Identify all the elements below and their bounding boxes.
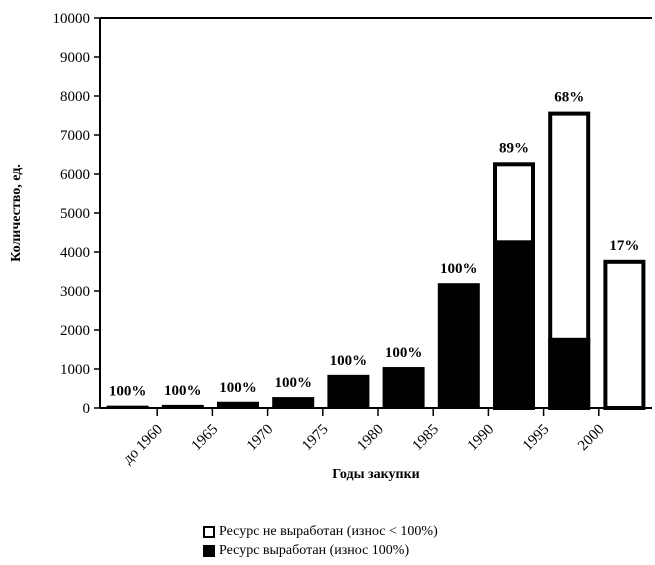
bar-segment-exhausted bbox=[272, 397, 315, 408]
bar-percent-label: 100% bbox=[385, 345, 423, 361]
y-tick-label: 0 bbox=[83, 401, 91, 417]
bar-segment-exhausted bbox=[382, 367, 425, 408]
y-tick-label: 5000 bbox=[60, 206, 90, 222]
bar-segment-exhausted bbox=[437, 283, 480, 408]
y-tick-label: 9000 bbox=[60, 50, 90, 66]
y-tick-label: 10000 bbox=[53, 11, 91, 27]
bar-segment-exhausted bbox=[161, 404, 204, 408]
y-tick-label: 3000 bbox=[60, 284, 90, 300]
bar-outline-unexhausted bbox=[603, 259, 646, 410]
x-axis-title: Годы закупки bbox=[332, 467, 419, 482]
x-tick-label: 1965 bbox=[189, 422, 222, 455]
bar-segment-exhausted bbox=[327, 374, 370, 408]
bar-percent-label: 100% bbox=[219, 380, 257, 396]
x-tick-label: 1970 bbox=[244, 422, 277, 455]
legend-swatch-filled-icon bbox=[203, 544, 215, 557]
x-tick-label: 1995 bbox=[520, 422, 553, 455]
bar-percent-label: 100% bbox=[274, 375, 312, 391]
y-tick-label: 8000 bbox=[60, 89, 90, 105]
y-axis-title: Количество, ед. bbox=[9, 164, 24, 262]
y-axis-ticks: 0 1000 2000 3000 4000 5000 6000 7000 8000 9000 100… bbox=[53, 11, 100, 417]
bar-percent-label: 89% bbox=[499, 140, 529, 156]
legend-item-exhausted: Ресурс выработан (износ 100%) bbox=[203, 541, 438, 560]
legend-label-exhausted: Ресурс выработан (износ 100%) bbox=[219, 542, 410, 558]
bars bbox=[106, 111, 646, 410]
bar-percent-label: 100% bbox=[109, 384, 147, 400]
x-tick-label: 1985 bbox=[410, 422, 443, 455]
y-tick-label: 6000 bbox=[60, 167, 90, 183]
bar-segment-exhausted bbox=[217, 401, 259, 408]
bar-segment-exhausted bbox=[106, 405, 149, 408]
y-tick-label: 4000 bbox=[60, 245, 90, 261]
legend-swatch-open-icon bbox=[203, 525, 215, 538]
x-tick-label: 1990 bbox=[465, 422, 498, 455]
bar-segment-exhausted bbox=[493, 240, 535, 408]
bar-percent-label: 100% bbox=[330, 353, 368, 369]
legend-item-unexhausted: Ресурс не выработан (износ < 100%) bbox=[203, 522, 438, 541]
bar-percent-label: 100% bbox=[440, 261, 478, 277]
x-tick-label: 2000 bbox=[575, 422, 608, 455]
bar-labels: 100% 100% 100% 100% 100% 100% 100% 89% 68% 17% bbox=[109, 90, 640, 400]
bar-percent-label: 68% bbox=[554, 90, 584, 106]
bar-percent-label: 17% bbox=[609, 238, 639, 254]
bar-segment-exhausted bbox=[548, 337, 591, 408]
y-tick-label: 2000 bbox=[60, 323, 90, 339]
y-tick-label: 1000 bbox=[60, 362, 90, 378]
x-axis-ticks: до 1960 1965 1970 1975 1980 1985 1990 1995 2000 bbox=[120, 408, 608, 468]
x-tick-label: 1975 bbox=[299, 422, 332, 455]
x-tick-label: 1980 bbox=[354, 422, 387, 455]
x-tick-label: до 1960 bbox=[120, 422, 166, 468]
legend-label-unexhausted: Ресурс не выработан (износ < 100%) bbox=[219, 523, 438, 539]
legend: Ресурс не выработан (износ < 100%) Ресур… bbox=[203, 522, 438, 560]
y-tick-label: 7000 bbox=[60, 128, 90, 144]
bar-percent-label: 100% bbox=[164, 383, 202, 399]
